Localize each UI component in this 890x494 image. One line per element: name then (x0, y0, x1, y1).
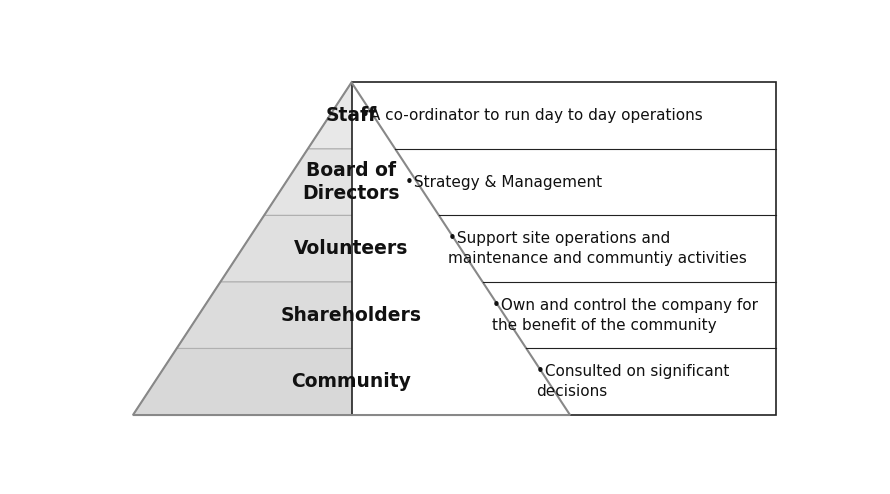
Polygon shape (264, 149, 439, 215)
Text: Shareholders: Shareholders (281, 306, 422, 325)
Polygon shape (133, 348, 570, 415)
Text: •A co-ordinator to run day to day operations: •A co-ordinator to run day to day operat… (360, 108, 702, 123)
Polygon shape (176, 282, 526, 348)
Text: Community: Community (292, 372, 411, 391)
FancyBboxPatch shape (352, 82, 776, 415)
Text: •Consulted on significant
decisions: •Consulted on significant decisions (536, 365, 729, 399)
Text: Board of
Directors: Board of Directors (303, 161, 400, 204)
Text: •Own and control the company for
the benefit of the community: •Own and control the company for the ben… (492, 298, 758, 332)
Text: Volunteers: Volunteers (295, 239, 409, 258)
Text: •Support site operations and
maintenance and communtiy activities: •Support site operations and maintenance… (449, 231, 747, 266)
Text: •Strategy & Management: •Strategy & Management (405, 175, 602, 190)
Polygon shape (221, 215, 482, 282)
Text: Staff: Staff (326, 106, 377, 125)
Polygon shape (308, 82, 395, 149)
